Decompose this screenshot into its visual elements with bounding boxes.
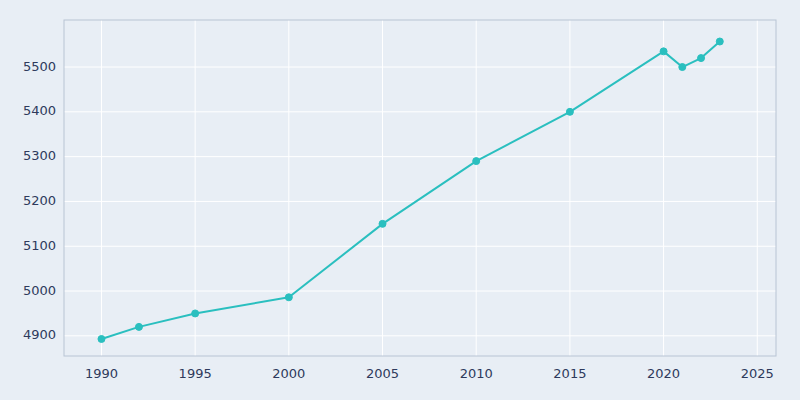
y-tick-label: 5000: [23, 283, 56, 298]
x-tick-label: 1995: [179, 366, 212, 381]
y-tick-label: 5500: [23, 59, 56, 74]
point: [135, 323, 142, 330]
background: [0, 0, 800, 400]
point: [566, 108, 573, 115]
x-grid-line: [101, 20, 102, 356]
point: [98, 335, 105, 342]
line: [101, 42, 719, 339]
x-grid-line: [288, 20, 289, 356]
x-tick-label: 2015: [553, 366, 586, 381]
x-tick-label: 2020: [647, 366, 680, 381]
point: [379, 220, 386, 227]
y-grid-line: [64, 156, 776, 157]
point: [192, 310, 199, 317]
y-tick-label: 5300: [23, 148, 56, 163]
axes: 1990 1995 2000 2005 2010 2015 2020 2025 4900 5000…: [23, 59, 774, 381]
plot-frame: [64, 20, 776, 356]
y-tick-label: 5100: [23, 238, 56, 253]
point: [679, 64, 686, 71]
y-grid-line: [64, 201, 776, 202]
x-tick-label: 2010: [460, 366, 493, 381]
y-grid-line: [64, 246, 776, 247]
x-tick-label: 1990: [85, 366, 118, 381]
y-grid-line: [64, 111, 776, 112]
point: [473, 158, 480, 165]
y-grid-line: [64, 67, 776, 68]
point: [660, 48, 667, 55]
y-grid-line: [64, 335, 776, 336]
point: [285, 294, 292, 301]
x-grid-line: [476, 20, 477, 356]
y-tick-label: 5200: [23, 193, 56, 208]
x-grid-line: [757, 20, 758, 356]
point: [698, 55, 705, 62]
point: [716, 38, 723, 45]
y-tick-label: 4900: [23, 327, 56, 342]
x-tick-label: 2005: [366, 366, 399, 381]
y-tick-label: 5400: [23, 103, 56, 118]
x-grid-line: [569, 20, 570, 356]
x-tick-label: 2025: [741, 366, 774, 381]
chart-svg: 1990 1995 2000 2005 2010 2015 2020 2025 4900 5000…: [0, 0, 800, 400]
x-tick-label: 2000: [272, 366, 305, 381]
x-grid-line: [663, 20, 664, 356]
x-grid-line: [382, 20, 383, 356]
x-grid-line: [195, 20, 196, 356]
chart-container: 1990 1995 2000 2005 2010 2015 2020 2025 4900 5000…: [0, 0, 800, 400]
grid: [64, 20, 776, 356]
data-layer: [98, 38, 723, 342]
y-grid-line: [64, 291, 776, 292]
